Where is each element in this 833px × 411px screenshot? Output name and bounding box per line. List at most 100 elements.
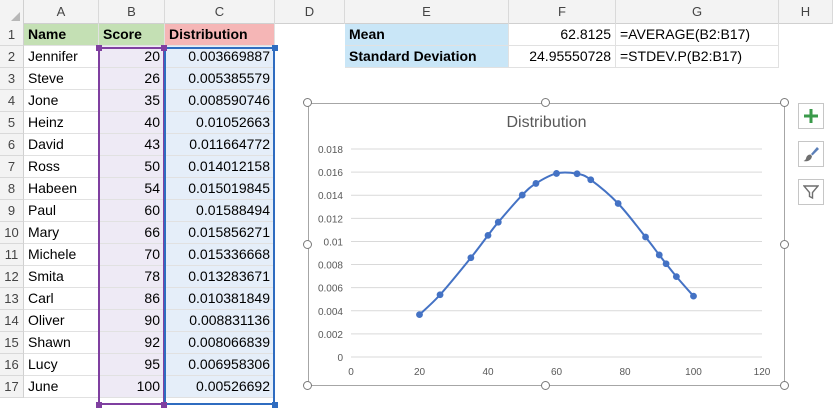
row-header-15[interactable]: 15: [0, 332, 24, 354]
cell-c17-distribution[interactable]: 0.00526692: [165, 376, 275, 398]
cell-f1-mean-value[interactable]: 62.8125: [509, 24, 616, 46]
cell-a15-name[interactable]: Shawn: [24, 332, 99, 354]
cell-c15-distribution[interactable]: 0.008066839: [165, 332, 275, 354]
selection-handle[interactable]: [96, 402, 102, 408]
cell-a2-name[interactable]: Jennifer: [24, 46, 99, 68]
selection-handle[interactable]: [272, 45, 278, 51]
row-header-10[interactable]: 10: [0, 222, 24, 244]
select-all-corner[interactable]: [0, 0, 24, 24]
cell-c3-distribution[interactable]: 0.005385579: [165, 68, 275, 90]
cell-g2-sd-formula[interactable]: =STDEV.P(B2:B17): [616, 46, 779, 68]
distribution-chart[interactable]: Distribution 0 0.002 0.004 0.006 0.008 0.01 0.…: [308, 103, 785, 386]
cell-c12-distribution[interactable]: 0.013283671: [165, 266, 275, 288]
selection-handle[interactable]: [161, 402, 167, 408]
cell-a8-name[interactable]: Habeen: [24, 178, 99, 200]
cell-a13-name[interactable]: Carl: [24, 288, 99, 310]
resize-handle-top[interactable]: [541, 98, 550, 107]
cell-a5-name[interactable]: Heinz: [24, 112, 99, 134]
cell-f2-sd-value[interactable]: 24.95550728: [509, 46, 616, 68]
cell-c14-distribution[interactable]: 0.008831136: [165, 310, 275, 332]
column-header-g[interactable]: G: [616, 0, 779, 24]
resize-handle-right[interactable]: [780, 240, 789, 249]
cell-b12-score[interactable]: 78: [99, 266, 165, 288]
resize-handle-bottom-right[interactable]: [780, 381, 789, 390]
cell-c7-distribution[interactable]: 0.014012158: [165, 156, 275, 178]
row-header-11[interactable]: 11: [0, 244, 24, 266]
cell-b3-score[interactable]: 26: [99, 68, 165, 90]
cell-c16-distribution[interactable]: 0.006958306: [165, 354, 275, 376]
column-header-d[interactable]: D: [275, 0, 345, 24]
cell-g1-mean-formula[interactable]: =AVERAGE(B2:B17): [616, 24, 779, 46]
cell-a12-name[interactable]: Smita: [24, 266, 99, 288]
cell-c2-distribution[interactable]: 0.003669887: [165, 46, 275, 68]
cell-a1-name-header[interactable]: Name: [24, 24, 99, 46]
chart-styles-button[interactable]: [798, 141, 824, 167]
row-header-16[interactable]: 16: [0, 354, 24, 376]
row-header-3[interactable]: 3: [0, 68, 24, 90]
row-header-12[interactable]: 12: [0, 266, 24, 288]
cell-b13-score[interactable]: 86: [99, 288, 165, 310]
cell-b8-score[interactable]: 54: [99, 178, 165, 200]
resize-handle-left[interactable]: [303, 240, 312, 249]
row-header-5[interactable]: 5: [0, 112, 24, 134]
cell-a4-name[interactable]: Jone: [24, 90, 99, 112]
cell-b6-score[interactable]: 43: [99, 134, 165, 156]
cell-c9-distribution[interactable]: 0.01588494: [165, 200, 275, 222]
row-header-4[interactable]: 4: [0, 90, 24, 112]
cell-c13-distribution[interactable]: 0.010381849: [165, 288, 275, 310]
cell-a9-name[interactable]: Paul: [24, 200, 99, 222]
row-header-8[interactable]: 8: [0, 178, 24, 200]
resize-handle-bottom-left[interactable]: [303, 381, 312, 390]
cell-b15-score[interactable]: 92: [99, 332, 165, 354]
cell-a17-name[interactable]: June: [24, 376, 99, 398]
row-header-7[interactable]: 7: [0, 156, 24, 178]
resize-handle-top-left[interactable]: [303, 98, 312, 107]
row-header-1[interactable]: 1: [0, 24, 24, 46]
cell-a11-name[interactable]: Michele: [24, 244, 99, 266]
cell-b17-score[interactable]: 100: [99, 376, 165, 398]
row-header-17[interactable]: 17: [0, 376, 24, 398]
cell-a14-name[interactable]: Oliver: [24, 310, 99, 332]
cell-a16-name[interactable]: Lucy: [24, 354, 99, 376]
cell-b9-score[interactable]: 60: [99, 200, 165, 222]
cell-c8-distribution[interactable]: 0.015019845: [165, 178, 275, 200]
cell-b16-score[interactable]: 95: [99, 354, 165, 376]
column-header-f[interactable]: F: [509, 0, 616, 24]
column-header-b[interactable]: B: [99, 0, 165, 24]
cell-a10-name[interactable]: Mary: [24, 222, 99, 244]
cell-e2-sd-label[interactable]: Standard Deviation: [345, 46, 509, 68]
resize-handle-top-right[interactable]: [780, 98, 789, 107]
cell-e1-mean-label[interactable]: Mean: [345, 24, 509, 46]
selection-handle[interactable]: [161, 45, 167, 51]
cell-b5-score[interactable]: 40: [99, 112, 165, 134]
cell-c5-distribution[interactable]: 0.01052663: [165, 112, 275, 134]
resize-handle-bottom[interactable]: [541, 381, 550, 390]
cell-b2-score[interactable]: 20: [99, 46, 165, 68]
row-header-13[interactable]: 13: [0, 288, 24, 310]
row-header-6[interactable]: 6: [0, 134, 24, 156]
chart-elements-button[interactable]: [798, 103, 824, 129]
cell-c6-distribution[interactable]: 0.011664772: [165, 134, 275, 156]
selection-handle[interactable]: [96, 45, 102, 51]
column-header-e[interactable]: E: [345, 0, 509, 24]
row-header-9[interactable]: 9: [0, 200, 24, 222]
cell-c10-distribution[interactable]: 0.015856271: [165, 222, 275, 244]
row-header-14[interactable]: 14: [0, 310, 24, 332]
column-header-h[interactable]: H: [779, 0, 833, 24]
cell-a6-name[interactable]: David: [24, 134, 99, 156]
cell-b11-score[interactable]: 70: [99, 244, 165, 266]
chart-filters-button[interactable]: [798, 179, 824, 205]
column-header-c[interactable]: C: [165, 0, 275, 24]
cell-c1-distribution-header[interactable]: Distribution: [165, 24, 275, 46]
cell-b4-score[interactable]: 35: [99, 90, 165, 112]
column-header-a[interactable]: A: [24, 0, 99, 24]
cell-b7-score[interactable]: 50: [99, 156, 165, 178]
chart-title[interactable]: Distribution: [506, 114, 587, 131]
cell-a3-name[interactable]: Steve: [24, 68, 99, 90]
row-header-2[interactable]: 2: [0, 46, 24, 68]
cell-b10-score[interactable]: 66: [99, 222, 165, 244]
cell-a7-name[interactable]: Ross: [24, 156, 99, 178]
cell-b1-score-header[interactable]: Score: [99, 24, 165, 46]
cell-c4-distribution[interactable]: 0.008590746: [165, 90, 275, 112]
selection-handle[interactable]: [272, 402, 278, 408]
